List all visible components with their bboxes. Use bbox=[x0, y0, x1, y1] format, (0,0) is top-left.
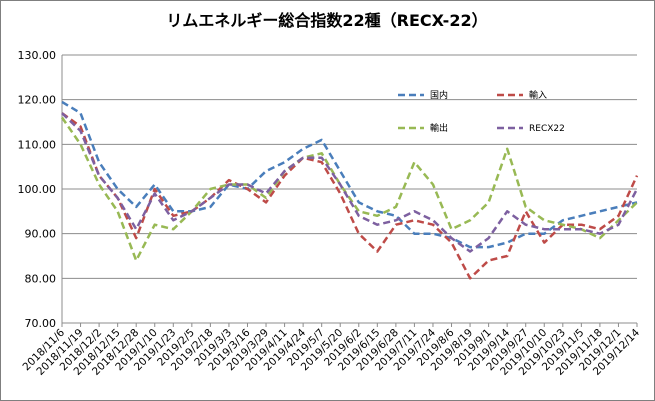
y-tick-label: 130.00 bbox=[18, 49, 57, 62]
legend-label-0: 国内 bbox=[430, 89, 448, 101]
x-axis-ticks: 2018/11/62018/11/192018/12/22018/12/1520… bbox=[21, 323, 642, 378]
y-tick-label: 90.00 bbox=[25, 228, 57, 241]
y-tick-label: 80.00 bbox=[25, 272, 57, 285]
legend-label-3: RECX22 bbox=[529, 124, 565, 134]
legend-label-1: 輸入 bbox=[529, 89, 547, 101]
y-tick-label: 70.00 bbox=[25, 317, 57, 330]
y-tick-label: 100.00 bbox=[18, 183, 57, 196]
series-line-0 bbox=[61, 100, 638, 249]
y-tick-label: 120.00 bbox=[18, 94, 57, 107]
y-axis-ticks: 70.00 80.00 90.00 100.00 110.00 120.00 130.00 bbox=[18, 49, 57, 330]
series-lines bbox=[60, 100, 639, 280]
series-line-2 bbox=[60, 116, 638, 262]
grid bbox=[61, 54, 637, 324]
legend-label-2: 輸出 bbox=[430, 122, 448, 134]
series-line-1 bbox=[61, 112, 639, 280]
chart-title: リムエネルギー総合指数22種（RECX-22） bbox=[166, 11, 487, 30]
y-tick-label: 110.00 bbox=[18, 138, 57, 151]
